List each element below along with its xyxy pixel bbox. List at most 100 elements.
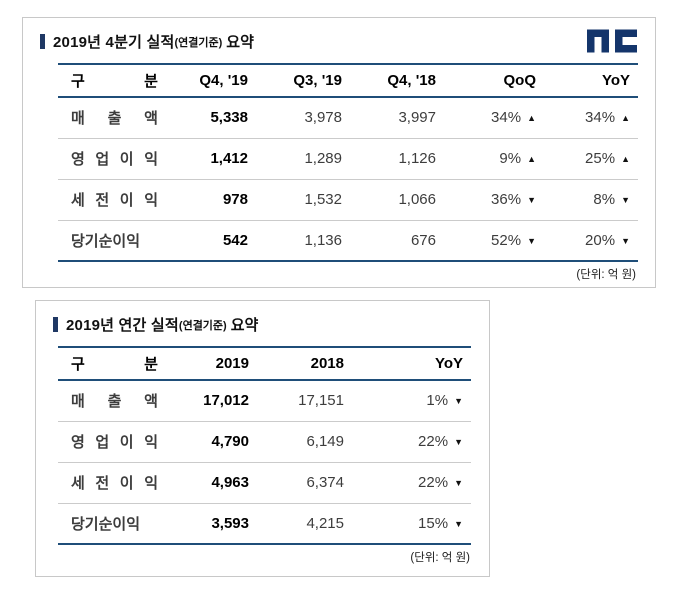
panel-title-text: 2019년 연간 실적 <box>66 317 179 334</box>
table-header-row: 구 분 Q4, '19 Q3, '19 Q4, '18 QoQ YoY <box>58 64 638 98</box>
up-arrow-icon: ▲ <box>527 113 536 124</box>
panel-title-suffix: 요약 <box>230 317 259 334</box>
panel-title-text: 2019년 4분기 실적 <box>53 34 175 51</box>
metric-label: 매 출 액 <box>71 393 158 411</box>
down-arrow-icon: ▼ <box>527 195 536 205</box>
yoy-change: 25% ▲ <box>544 137 638 179</box>
yoy-value: 8% <box>593 191 616 208</box>
value-cell: 1,136 <box>262 219 356 261</box>
col-header-category: 구 분 <box>58 347 168 381</box>
panel-title-paren: (연결기준) <box>178 319 227 332</box>
down-arrow-icon: ▼ <box>454 437 463 447</box>
down-arrow-icon: ▼ <box>621 235 630 246</box>
yoy-value: 34% <box>585 109 616 127</box>
col-header-q3-19: Q3, '19 <box>262 64 356 98</box>
metric-label: 당기순이익 <box>58 502 168 544</box>
value-cell: 3,593 <box>168 502 263 544</box>
value-cell: 1,126 <box>356 137 450 179</box>
col-header-2018: 2018 <box>263 347 358 381</box>
yoy-change: 20% ▼ <box>544 219 638 261</box>
yoy-value: 1% <box>426 392 449 410</box>
value-cell: 5,338 <box>210 109 248 127</box>
table-row-pretax-profit: 세 전 이 익 4,963 6,374 22% ▼ <box>58 461 471 503</box>
down-arrow-icon: ▼ <box>621 195 630 205</box>
value-cell: 17,151 <box>298 392 344 410</box>
value-cell: 1,532 <box>262 178 356 220</box>
qoq-change: 36% ▼ <box>450 178 544 220</box>
col-header-q4-19: Q4, '19 <box>168 64 262 98</box>
table-row-net-profit: 당기순이익 3,593 4,215 15% ▼ <box>58 502 471 544</box>
down-arrow-icon: ▼ <box>454 396 463 407</box>
col-header-q4-18: Q4, '18 <box>356 64 450 98</box>
col-header-category: 구 분 <box>58 64 168 98</box>
value-cell: 1,289 <box>262 137 356 179</box>
yoy-change: 22% ▼ <box>358 420 471 462</box>
down-arrow-icon: ▼ <box>454 518 463 529</box>
qoq-change: 9% ▲ <box>450 137 544 179</box>
quarterly-panel-title: 2019년 4분기 실적 (연결기준) 요약 <box>40 31 254 52</box>
col-header-yoy: YoY <box>358 347 471 381</box>
up-arrow-icon: ▲ <box>621 113 630 124</box>
yoy-change: 15% ▼ <box>358 502 471 544</box>
metric-label: 매 출 액 <box>71 110 158 128</box>
annual-results-panel: 2019년 연간 실적 (연결기준) 요약 구 분 2019 2018 YoY 매 … <box>35 300 490 577</box>
table-row-operating-profit: 영 업 이 익 4,790 6,149 22% ▼ <box>58 420 471 462</box>
down-arrow-icon: ▼ <box>454 478 463 488</box>
table-row-revenue: 매 출 액 5,338 3,978 3,997 34% ▲ 34% ▲ <box>58 97 638 138</box>
metric-label: 세 전 이 익 <box>58 178 168 220</box>
value-cell: 3,978 <box>304 109 342 127</box>
annual-results-table: 구 분 2019 2018 YoY 매 출 액 17,012 17,151 1%… <box>58 346 471 545</box>
nc-logo-icon <box>587 29 637 53</box>
table-row-net-profit: 당기순이익 542 1,136 676 52% ▼ 20% ▼ <box>58 219 638 261</box>
value-cell: 3,997 <box>398 109 436 127</box>
qoq-value: 9% <box>499 150 522 167</box>
qoq-change: 52% ▼ <box>450 219 544 261</box>
col-header-qoq: QoQ <box>450 64 544 98</box>
table-header-row: 구 분 2019 2018 YoY <box>58 347 471 381</box>
value-cell: 1,066 <box>356 178 450 220</box>
metric-label: 영 업 이 익 <box>58 420 168 462</box>
table-row-pretax-profit: 세 전 이 익 978 1,532 1,066 36% ▼ 8% ▼ <box>58 178 638 220</box>
metric-label: 영 업 이 익 <box>58 137 168 179</box>
unit-note: (단위: 억 원) <box>576 269 636 281</box>
title-marker-bar <box>40 34 45 49</box>
value-cell: 1,412 <box>168 137 262 179</box>
yoy-change: 8% ▼ <box>544 178 638 220</box>
qoq-change: 34% ▲ <box>450 97 544 138</box>
value-cell: 17,012 <box>203 392 249 410</box>
qoq-value: 34% <box>491 109 522 127</box>
table-row-revenue: 매 출 액 17,012 17,151 1% ▼ <box>58 380 471 421</box>
qoq-value: 36% <box>491 191 522 208</box>
table-row-operating-profit: 영 업 이 익 1,412 1,289 1,126 9% ▲ 25% ▲ <box>58 137 638 179</box>
yoy-change: 1% ▼ <box>358 380 471 421</box>
up-arrow-icon: ▲ <box>621 154 630 164</box>
annual-panel-title: 2019년 연간 실적 (연결기준) 요약 <box>53 314 258 335</box>
title-marker-bar <box>53 317 58 332</box>
yoy-change: 34% ▲ <box>544 97 638 138</box>
value-cell: 6,149 <box>263 420 358 462</box>
qoq-value: 52% <box>491 231 522 249</box>
metric-label: 세 전 이 익 <box>58 461 168 503</box>
yoy-value: 20% <box>585 231 616 249</box>
value-cell: 4,215 <box>263 502 358 544</box>
col-header-yoy: YoY <box>544 64 638 98</box>
yoy-value: 25% <box>585 150 616 167</box>
quarterly-results-panel: 2019년 4분기 실적 (연결기준) 요약 구 분 Q4, '19 Q3, '19… <box>22 17 656 288</box>
yoy-value: 22% <box>418 474 449 491</box>
unit-note: (단위: 억 원) <box>410 552 470 564</box>
nc-logo <box>587 27 637 55</box>
panel-title-suffix: 요약 <box>226 34 254 51</box>
yoy-value: 22% <box>418 433 449 450</box>
down-arrow-icon: ▼ <box>527 235 536 246</box>
value-cell: 542 <box>168 219 262 261</box>
panel-title-paren: (연결기준) <box>174 36 223 49</box>
value-cell: 676 <box>356 219 450 261</box>
value-cell: 6,374 <box>263 461 358 503</box>
value-cell: 4,790 <box>168 420 263 462</box>
value-cell: 978 <box>168 178 262 220</box>
col-header-2019: 2019 <box>168 347 263 381</box>
yoy-value: 15% <box>418 514 449 532</box>
yoy-change: 22% ▼ <box>358 461 471 503</box>
quarterly-results-table: 구 분 Q4, '19 Q3, '19 Q4, '18 QoQ YoY 매 출 … <box>58 63 638 262</box>
up-arrow-icon: ▲ <box>527 154 536 164</box>
